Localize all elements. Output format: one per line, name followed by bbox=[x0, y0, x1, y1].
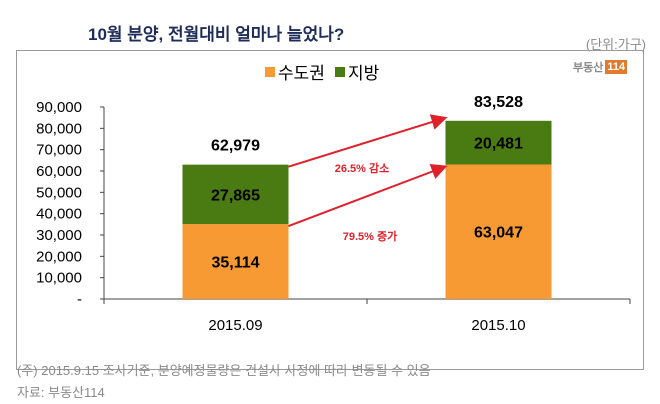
bar-sudogwon bbox=[182, 224, 289, 299]
logo-badge: 114 bbox=[605, 60, 628, 74]
total-label: 62,979 bbox=[211, 138, 260, 155]
logo: 부동산 114 bbox=[573, 59, 628, 75]
data-label: 35,114 bbox=[211, 255, 259, 272]
unit-label: (단위:가구) bbox=[585, 37, 646, 52]
x-tick-label: 2015.10 bbox=[471, 317, 525, 334]
y-tick-label: 60,000 bbox=[36, 163, 82, 180]
chart-frame bbox=[16, 50, 644, 370]
footnote: (주) 2015.9.15 조사기준, 분양예정물량은 건설사 사정에 따라 변… bbox=[17, 363, 431, 378]
legend-label: 지방 bbox=[348, 64, 380, 83]
bar-sudogwon bbox=[445, 164, 552, 299]
y-tick-label: 40,000 bbox=[36, 206, 82, 223]
data-label: 27,865 bbox=[211, 187, 260, 204]
source: 자료: 부동산114 bbox=[17, 385, 105, 400]
y-tick-label: 80,000 bbox=[36, 120, 82, 137]
y-tick-label: 30,000 bbox=[36, 227, 82, 244]
legend-swatch bbox=[335, 67, 345, 77]
arrow-sudogwon bbox=[288, 163, 448, 228]
y-tick-label: 10,000 bbox=[36, 270, 82, 287]
data-label: 20,481 bbox=[474, 136, 523, 153]
total-label: 83,528 bbox=[474, 94, 523, 111]
legend-swatch bbox=[265, 67, 275, 77]
y-tick-label: 90,000 bbox=[36, 99, 82, 116]
annotation-decrease: 26.5% 감소 bbox=[335, 161, 390, 175]
y-tick-label: 50,000 bbox=[36, 184, 82, 201]
x-tick-label: 2015.09 bbox=[208, 317, 262, 334]
annotation-increase: 79.5% 증가 bbox=[343, 229, 398, 243]
chart-title: 10월 분양, 전월대비 얼마나 늘었나? bbox=[88, 25, 345, 44]
y-tick-label: 70,000 bbox=[36, 142, 82, 159]
y-tick-label: 20,000 bbox=[36, 248, 82, 265]
legend-label: 수도권 bbox=[278, 64, 325, 83]
arrow-jibang bbox=[288, 114, 448, 168]
data-label: 63,047 bbox=[474, 225, 523, 242]
bar-jibang bbox=[182, 164, 289, 225]
logo-text: 부동산 bbox=[573, 62, 604, 74]
y-tick-label: - bbox=[77, 291, 82, 308]
bar-jibang bbox=[445, 120, 552, 165]
